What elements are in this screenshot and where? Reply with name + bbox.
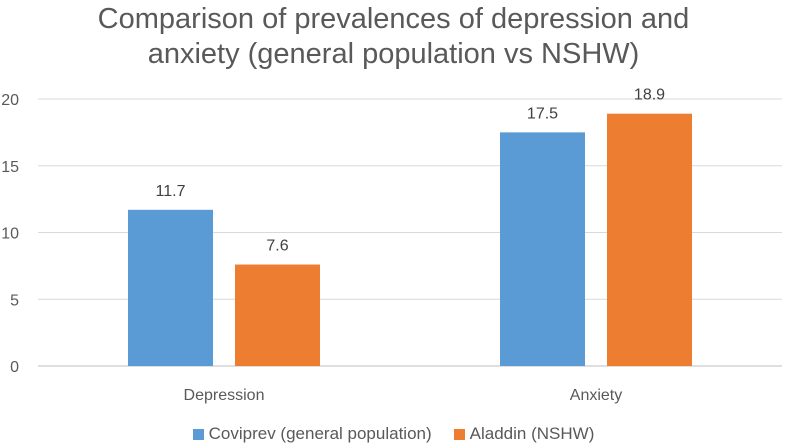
- legend-item-aladdin: Aladdin (NSHW): [453, 424, 595, 444]
- y-tick-label-20: 20: [1, 92, 19, 109]
- legend-swatch-aladdin: [453, 428, 465, 440]
- legend-item-coviprev: Coviprev (general population): [192, 424, 432, 444]
- legend-label-aladdin: Aladdin (NSHW): [469, 424, 595, 443]
- legend-swatch-coviprev: [192, 428, 204, 440]
- bar-aladdin-depression: [235, 264, 320, 366]
- chart-title-line-2: anxiety (general population vs NSHW): [147, 38, 640, 70]
- category-label-depression: Depression: [184, 387, 265, 404]
- legend-label-coviprev: Coviprev (general population): [208, 424, 432, 443]
- y-tick-label-10: 10: [1, 226, 19, 243]
- category-label-anxiety: Anxiety: [570, 387, 622, 404]
- data-label-coviprev-depression: 11.7: [156, 183, 186, 200]
- legend: Coviprev (general population) Aladdin (N…: [0, 424, 787, 444]
- chart-title: Comparison of prevalences of depression …: [0, 2, 787, 72]
- bar-coviprev-depression: [128, 209, 213, 366]
- data-label-aladdin-depression: 7.6: [266, 238, 288, 255]
- data-label-aladdin-anxiety: 18.9: [634, 87, 665, 104]
- y-tick-label-5: 5: [10, 292, 19, 309]
- bar-coviprev-anxiety: [500, 132, 585, 366]
- data-label-coviprev-anxiety: 17.5: [527, 105, 558, 122]
- bar-aladdin-anxiety: [607, 113, 692, 366]
- y-tick-label-15: 15: [1, 159, 19, 176]
- chart-title-line-1: Comparison of prevalences of depression …: [97, 3, 690, 35]
- y-tick-label-0: 0: [10, 359, 19, 376]
